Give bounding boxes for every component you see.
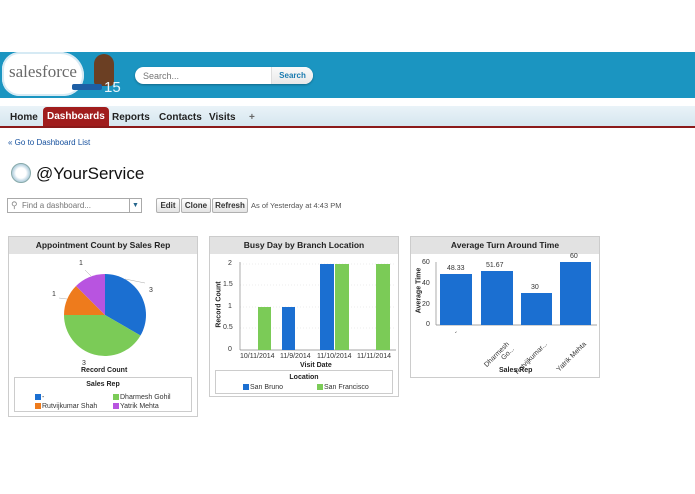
- x-tick: -: [452, 329, 460, 336]
- pie-label: 3: [149, 287, 153, 294]
- x-tick: 11/10/2014: [317, 353, 352, 360]
- y-tick: 1.5: [223, 281, 233, 288]
- legend-item[interactable]: San Bruno: [243, 384, 283, 391]
- y-tick: 20: [422, 301, 430, 308]
- legend-item[interactable]: San Francisco: [317, 384, 369, 391]
- y-tick: 60: [422, 259, 430, 266]
- refresh-button[interactable]: Refresh: [212, 198, 248, 213]
- bar-value-label: 30: [531, 284, 539, 291]
- logo-text: salesforce: [9, 62, 77, 81]
- y-tick: 0: [228, 346, 232, 353]
- tab-visits[interactable]: Visits: [209, 112, 236, 123]
- panel-title: Busy Day by Branch Location: [210, 237, 398, 254]
- tab-dashboards[interactable]: Dashboards: [43, 107, 109, 126]
- legend-title: Sales Rep: [86, 381, 120, 388]
- pie-label: 1: [79, 260, 83, 267]
- legend-item[interactable]: Yatrik Mehta: [113, 403, 159, 410]
- tab-reports[interactable]: Reports: [112, 112, 150, 123]
- y-axis-label: Record Count: [215, 281, 223, 328]
- tab-bar: Home Dashboards Reports Contacts Visits …: [0, 106, 695, 128]
- dashboard-gauge-icon: [11, 163, 31, 183]
- y-tick: 0.5: [223, 324, 233, 331]
- legend-title: Location: [289, 374, 319, 381]
- pie-chart[interactable]: [9, 254, 199, 369]
- pie-axis-label: Record Count: [81, 367, 128, 374]
- panel-title: Average Turn Around Time: [411, 237, 599, 254]
- tab-contacts[interactable]: Contacts: [159, 112, 202, 123]
- clone-button[interactable]: Clone: [181, 198, 211, 213]
- x-axis-label: Sales Rep: [499, 367, 533, 374]
- bar-value-label: 48.33: [447, 265, 465, 272]
- appointment-count-panel[interactable]: Appointment Count by Sales Rep 3 1 1 3 R…: [8, 236, 198, 417]
- turnaround-bar-chart[interactable]: [411, 254, 601, 329]
- mascot-icon: [94, 54, 114, 86]
- y-tick: 0: [426, 321, 430, 328]
- panel-title: Appointment Count by Sales Rep: [9, 237, 197, 254]
- y-tick: 1: [228, 303, 232, 310]
- add-tab-button[interactable]: +: [249, 112, 255, 123]
- tab-home[interactable]: Home: [10, 112, 38, 123]
- find-dashboard-field: ⚲ ▼: [7, 198, 142, 213]
- search-input[interactable]: [143, 69, 271, 82]
- last-refreshed-text: As of Yesterday at 4:43 PM: [251, 201, 342, 210]
- find-dashboard-input[interactable]: [22, 200, 126, 211]
- bar-value-label: 51.67: [486, 262, 504, 269]
- busy-day-bar-chart[interactable]: [210, 254, 400, 354]
- search-icon: ⚲: [11, 200, 18, 210]
- search-button[interactable]: Search: [271, 67, 313, 84]
- y-tick: 40: [422, 280, 430, 287]
- y-tick: 2: [228, 260, 232, 267]
- legend-item[interactable]: Rutvijkumar Shah: [35, 403, 97, 410]
- x-tick: 10/11/2014: [240, 353, 275, 360]
- app-header: [0, 52, 695, 98]
- busy-day-legend: Location San Bruno San Francisco: [215, 370, 393, 394]
- logo-badge: 15: [104, 79, 121, 96]
- pie-label: 1: [52, 291, 56, 298]
- legend-item[interactable]: Dharmesh Gohil: [113, 394, 171, 401]
- salesforce-logo[interactable]: [2, 52, 84, 96]
- x-tick: Yatrik Mehta: [555, 341, 588, 374]
- edit-button[interactable]: Edit: [156, 198, 180, 213]
- turnaround-panel[interactable]: Average Turn Around Time 48.33 51.67 30 …: [410, 236, 600, 378]
- pie-legend: Sales Rep - Dharmesh Gohil Rutvijkumar S…: [14, 377, 192, 412]
- busy-day-panel[interactable]: Busy Day by Branch Location 2 1.5 1 0.5 …: [209, 236, 399, 397]
- chevron-down-icon[interactable]: ▼: [129, 199, 141, 212]
- go-to-dashboard-list-link[interactable]: « Go to Dashboard List: [8, 138, 91, 147]
- x-tick: 11/9/2014: [280, 353, 311, 360]
- search-box: Search: [135, 67, 313, 84]
- boat-icon: [72, 84, 102, 90]
- bar-value-label: 60: [570, 253, 578, 260]
- legend-item[interactable]: -: [35, 394, 44, 401]
- page-title: @YourService: [36, 164, 145, 183]
- x-axis-label: Visit Date: [300, 362, 332, 369]
- y-axis-label: Average Time: [415, 267, 423, 314]
- x-tick: 11/11/2014: [357, 353, 391, 360]
- pie-label: 3: [82, 360, 86, 367]
- x-tick: Dharmesh Go...: [483, 341, 516, 369]
